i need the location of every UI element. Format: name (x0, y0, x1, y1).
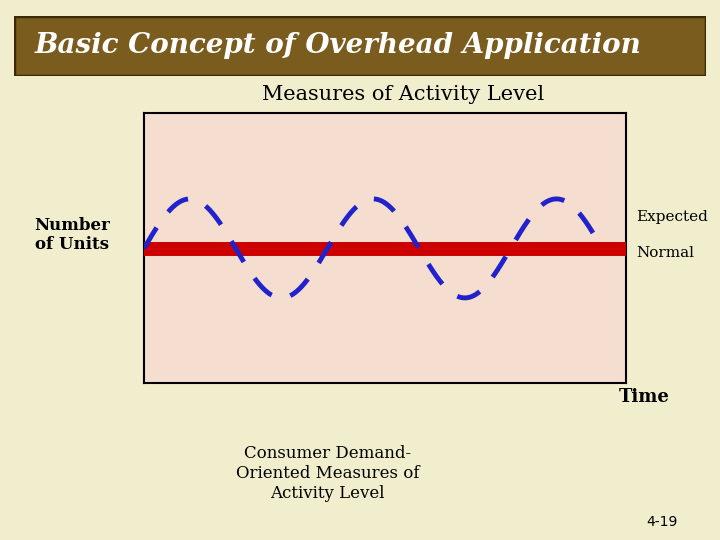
Text: Consumer Demand-
Oriented Measures of
Activity Level: Consumer Demand- Oriented Measures of Ac… (236, 446, 419, 502)
Text: Number
of Units: Number of Units (34, 217, 110, 253)
Text: Time: Time (619, 388, 670, 406)
Text: 4-19: 4-19 (647, 515, 678, 529)
Text: Expected: Expected (636, 210, 708, 224)
Text: Measures of Activity Level: Measures of Activity Level (262, 85, 544, 104)
Text: Normal: Normal (636, 246, 694, 260)
FancyBboxPatch shape (14, 16, 706, 76)
Text: Basic Concept of Overhead Application: Basic Concept of Overhead Application (35, 32, 642, 59)
